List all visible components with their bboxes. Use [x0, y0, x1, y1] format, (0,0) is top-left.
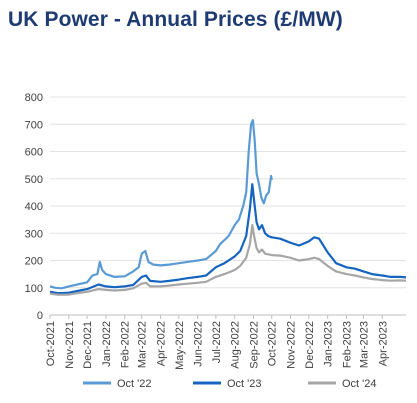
legend-label: Oct '22 — [117, 378, 152, 390]
legend-label: Oct '23 — [227, 378, 262, 390]
x-tick-label: Dec-2022 — [304, 321, 316, 369]
y-tick-label: 600 — [25, 147, 43, 159]
y-tick-label: 200 — [25, 256, 43, 268]
x-tick-label: May-2022 — [174, 321, 186, 370]
x-tick-label: Jan-2022 — [101, 321, 113, 367]
y-tick-label: 100 — [25, 283, 43, 295]
series-line-3 — [49, 224, 407, 296]
series-line-2 — [49, 183, 407, 295]
x-tick-label: Jan-2023 — [323, 321, 335, 367]
x-tick-label: Aug-2022 — [230, 321, 242, 369]
x-tick-label: Feb-2022 — [120, 321, 132, 368]
x-tick-label: Jul-2022 — [211, 321, 223, 363]
x-axis: Oct-2021 Nov-2021 Dec-2021 Jan-2022 Feb-2022… — [45, 315, 389, 370]
x-tick-label: Mar-2022 — [137, 321, 149, 368]
y-tick-label: 300 — [25, 228, 43, 240]
y-tick-label: 500 — [25, 174, 43, 186]
grid-lines — [50, 96, 406, 316]
legend: Oct '22 Oct '23 Oct '24 — [83, 378, 377, 390]
x-tick-label: Dec-2021 — [82, 321, 94, 369]
x-tick-label: Jun-2022 — [193, 321, 205, 367]
x-tick-label: Apr-2023 — [377, 321, 389, 366]
series-lines — [49, 119, 407, 296]
x-tick-label: Oct-2021 — [45, 321, 57, 366]
x-tick-label: Nov-2021 — [64, 321, 76, 369]
y-tick-label: 800 — [25, 92, 43, 104]
page-title: UK Power - Annual Prices (£/MW) — [8, 8, 343, 31]
x-tick-label: Feb-2023 — [341, 321, 353, 368]
y-tick-label: 400 — [25, 201, 43, 213]
x-tick-label: Oct-2022 — [267, 321, 279, 366]
x-tick-label: Sep-2022 — [249, 321, 261, 369]
legend-label: Oct '24 — [342, 378, 377, 390]
y-tick-label: 0 — [37, 310, 43, 322]
y-tick-label: 700 — [25, 119, 43, 131]
y-axis: 0 100 200 300 400 500 600 700 800 — [25, 92, 43, 322]
x-tick-label: Apr-2022 — [156, 321, 168, 366]
x-tick-label: Mar-2023 — [358, 321, 370, 368]
series-line-1 — [49, 119, 273, 290]
x-tick-label: Nov-2022 — [286, 321, 298, 369]
